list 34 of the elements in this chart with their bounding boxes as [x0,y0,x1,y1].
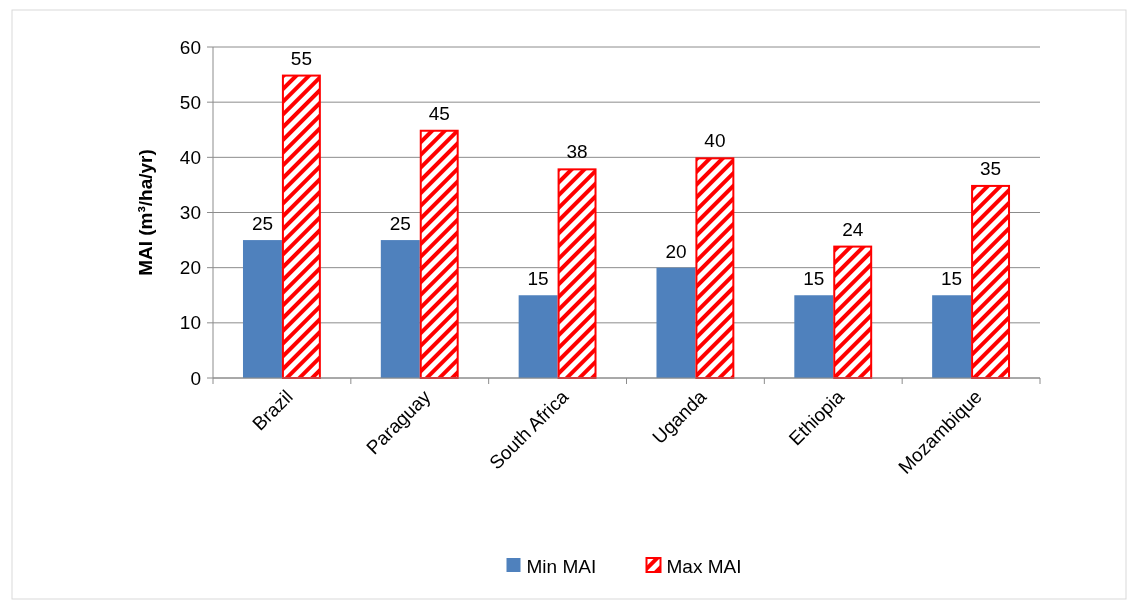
bar [242,240,282,378]
data-label: 24 [842,218,864,240]
data-label: 45 [428,102,450,124]
data-label: 25 [251,213,274,235]
legend-label: Min MAI [526,555,597,577]
y-tick-label: 40 [179,146,201,168]
data-label: 15 [803,268,825,290]
y-tick-label: 60 [179,36,201,58]
y-tick-label: 10 [179,312,201,334]
y-tick-label: 0 [190,367,201,389]
bar [518,295,558,378]
bar [971,184,1011,379]
data-label: 40 [704,130,726,152]
bar [656,267,696,378]
y-tick-label: 20 [179,257,201,279]
data-label: 25 [389,213,411,235]
legend-label: Max MAI [666,555,742,577]
y-axis-title: MAI (m³/ha/yr) [135,149,156,276]
bar [380,240,420,378]
data-label: 15 [941,268,963,290]
y-tick-label: 50 [179,91,201,113]
bar [833,245,873,379]
y-tick-label: 30 [179,202,201,224]
bar [794,295,834,378]
bar [557,168,597,379]
data-label: 15 [527,268,549,290]
data-label: 38 [566,141,588,163]
data-label: 55 [290,47,312,69]
bar [695,157,735,379]
bar [419,129,459,379]
data-label: 20 [665,240,687,262]
bar [281,74,321,379]
bar [932,295,972,378]
data-label: 35 [979,157,1002,179]
